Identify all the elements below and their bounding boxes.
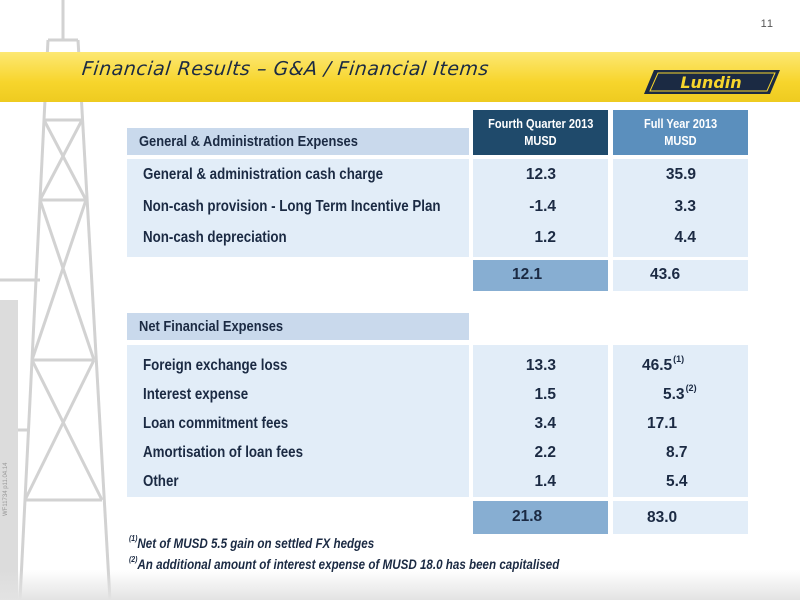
footnote-1: (1)Net of MUSD 5.5 gain on settled FX he… <box>129 534 375 551</box>
nfe-total-fy-cell <box>613 501 748 534</box>
nfe-section-title: Net Financial Expenses <box>139 318 284 335</box>
nfe-labels-panel <box>127 345 469 497</box>
ga-total-q4-value: 12.1 <box>512 266 543 283</box>
footnote-mark: (1) <box>129 534 138 543</box>
ga-row-fy-value: 3.3 <box>674 198 696 215</box>
nfe-total-fy-value: 83.0 <box>647 509 678 526</box>
nfe-row-fy-value: 5.4 <box>666 473 688 490</box>
footnote-ref: (1) <box>673 354 685 364</box>
footnote-mark: (2) <box>129 555 138 564</box>
ga-row-q4-value: -1.4 <box>529 198 556 215</box>
bottom-gradient <box>0 570 800 600</box>
nfe-row-label: Other <box>143 473 179 490</box>
lundin-logo: Lundin <box>644 70 780 94</box>
footnote-ref: (2) <box>685 383 697 393</box>
ga-total-fy-value: 43.6 <box>650 266 681 283</box>
ga-row-fy-value: 4.4 <box>674 229 696 246</box>
page-number: 11 <box>760 18 774 30</box>
oil-rig-background <box>0 0 112 600</box>
ga-row-label: Non-cash depreciation <box>143 229 287 246</box>
footnote-2: (2)An additional amount of interest expe… <box>129 555 560 572</box>
nfe-row-q4-value: 3.4 <box>534 415 556 432</box>
nfe-row-label: Loan commitment fees <box>143 415 289 432</box>
column-header-fy-line1: Full Year 2013 <box>643 116 718 131</box>
nfe-row-fy-value: 17.1 <box>647 415 678 432</box>
column-header-q4-line2: MUSD <box>524 133 557 148</box>
ga-row-q4-value: 1.2 <box>534 229 556 246</box>
nfe-row-label: Amortisation of loan fees <box>143 444 303 461</box>
nfe-row-fy-value: 8.7 <box>666 444 688 461</box>
ga-q4-panel <box>473 159 608 257</box>
nfe-row-q4-value: 1.4 <box>534 473 556 490</box>
logo-text: Lundin <box>680 73 741 92</box>
nfe-row-fy-value: 5.3(2) <box>663 383 697 403</box>
nfe-total-q4-value: 21.8 <box>512 508 543 525</box>
nfe-row-q4-value: 2.2 <box>534 444 556 461</box>
nfe-row-label: Interest expense <box>143 386 249 403</box>
ga-total-fy-cell <box>613 260 748 291</box>
nfe-row-label: Foreign exchange loss <box>143 357 288 374</box>
nfe-section-header: Net Financial Expenses <box>127 313 469 340</box>
page-title: Financial Results – G&A / Financial Item… <box>80 58 491 80</box>
nfe-q4-panel <box>473 345 608 497</box>
nfe-row-fy-value: 46.5(1) <box>642 354 685 374</box>
ga-row-fy-value: 35.9 <box>665 166 696 183</box>
nfe-row-q4-value: 1.5 <box>534 386 556 403</box>
column-header-q4: Fourth Quarter 2013 MUSD <box>473 110 608 155</box>
ga-section-header: General & Administration Expenses <box>127 128 469 155</box>
column-header-fy: Full Year 2013 MUSD <box>613 110 748 155</box>
ga-row-label: Non-cash provision - Long Term Incentive… <box>143 198 441 215</box>
nfe-row-q4-value: 13.3 <box>525 357 556 374</box>
column-header-q4-line1: Fourth Quarter 2013 <box>487 116 594 131</box>
ga-total-q4-cell <box>473 260 608 291</box>
ga-labels-panel <box>127 159 469 257</box>
nfe-total-q4-cell <box>473 501 608 534</box>
document-code: WF11734 p11.04.14 <box>3 462 9 516</box>
column-header-fy-line2: MUSD <box>664 133 697 148</box>
ga-section-title: General & Administration Expenses <box>139 133 358 150</box>
ga-row-q4-value: 12.3 <box>525 166 556 183</box>
ga-fy-panel <box>613 159 748 257</box>
ga-row-label: General & administration cash charge <box>143 166 384 183</box>
nfe-fy-panel <box>613 345 748 497</box>
